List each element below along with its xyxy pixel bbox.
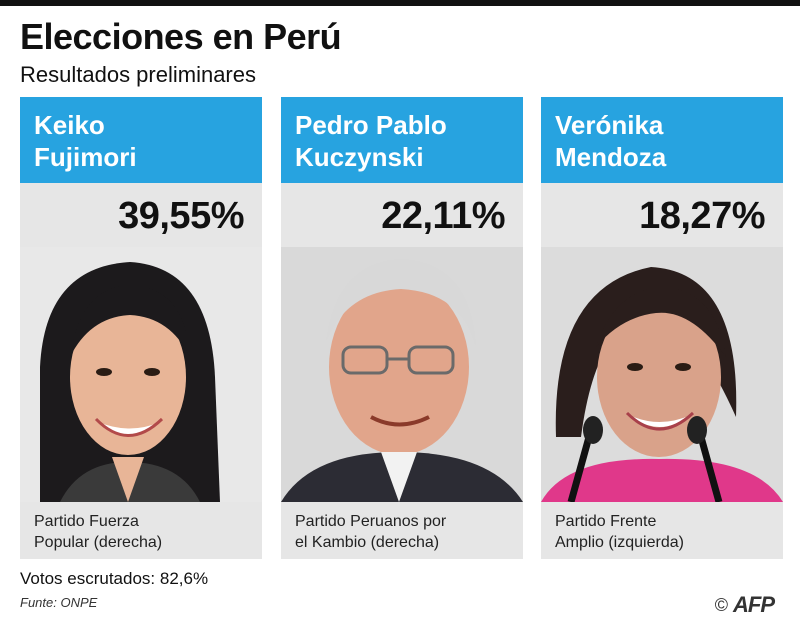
source-note: Funte: ONPE [20, 595, 98, 610]
candidate-photo [20, 247, 262, 502]
candidate-photo [541, 247, 783, 502]
candidate-photo [281, 247, 523, 502]
agency-credit: © AFP [714, 592, 775, 618]
candidate-name: Verónika Mendoza [555, 110, 667, 172]
afp-logo: AFP [733, 592, 775, 617]
candidate-party: Partido Frente Amplio (izquierda) [555, 513, 684, 551]
page-title: Elecciones en Perú [20, 16, 342, 57]
candidate-name-header: Keiko Fujimori [20, 97, 262, 183]
candidate-name-header: Verónika Mendoza [541, 97, 783, 183]
votes-counted: Votos escrutados: 82,6% [20, 569, 209, 588]
copyright-icon: © [714, 594, 728, 615]
candidate-card-fujimori: Keiko Fujimori 39,55% Partido Fuerza Pop… [20, 97, 262, 559]
candidate-percentage: 18,27% [639, 195, 765, 237]
candidate-percentage: 22,11% [381, 195, 505, 237]
candidate-card-kuczynski: Pedro Pablo Kuczynski 22,11% Partido Per… [281, 97, 523, 559]
candidate-percentage: 39,55% [118, 195, 244, 237]
candidate-name: Keiko Fujimori [34, 110, 137, 172]
candidate-name: Pedro Pablo Kuczynski [295, 110, 447, 172]
top-rule [0, 0, 800, 6]
page-subtitle: Resultados preliminares [20, 62, 256, 87]
candidate-party: Partido Peruanos por el Kambio (derecha) [295, 513, 447, 551]
candidate-party: Partido Fuerza Popular (derecha) [34, 513, 163, 551]
candidate-name-header: Pedro Pablo Kuczynski [281, 97, 523, 183]
candidate-card-mendoza: Verónika Mendoza 18,27% Partido Frente A… [541, 97, 783, 559]
